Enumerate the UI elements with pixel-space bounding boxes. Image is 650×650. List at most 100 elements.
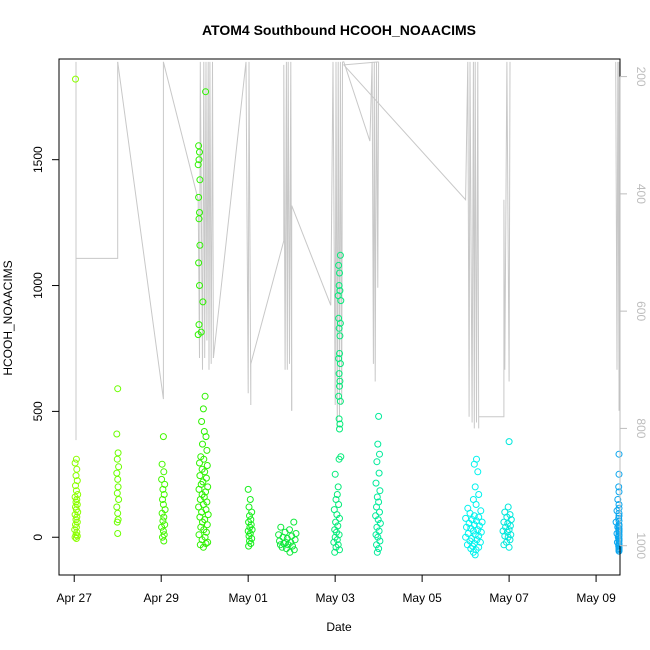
data-point: [335, 370, 343, 378]
data-point: [115, 463, 123, 471]
pressure-segment-4: [250, 61, 293, 411]
pressure-segment-6: [342, 61, 380, 382]
y-axis-label: HCOOH_NOAACIMS: [1, 260, 15, 375]
data-point: [462, 514, 470, 522]
x-tick-label: May 09: [576, 591, 616, 605]
data-point: [113, 489, 121, 497]
data-point: [477, 507, 485, 515]
data-point: [615, 512, 623, 520]
x-axis-label: Date: [326, 620, 352, 634]
x-tick-label: May 01: [228, 591, 268, 605]
data-point: [158, 523, 166, 531]
data-point: [471, 551, 479, 559]
data-point: [159, 533, 166, 541]
data-point: [335, 261, 343, 269]
data-point: [373, 523, 381, 531]
pressure-axis: 200 400 600 800 1000: [619, 67, 648, 559]
x-tick-label: May 07: [489, 591, 529, 605]
data-point: [71, 459, 79, 467]
pressure-segment-2: [162, 61, 214, 370]
pressure-profile: [75, 61, 620, 441]
data-point: [376, 487, 384, 495]
data-point: [114, 530, 122, 537]
series-8: [462, 455, 486, 559]
data-point: [505, 543, 513, 551]
series-9: [499, 438, 515, 551]
data-point: [195, 531, 203, 539]
series-1: [113, 385, 123, 537]
data-point: [290, 518, 298, 526]
data-point: [335, 282, 343, 289]
pressure-segment-0: [75, 61, 119, 441]
data-point: [277, 523, 285, 531]
x-axis: Apr 27 Apr 29 May 01 May 03 May 05 May 07 May …: [57, 574, 616, 605]
data-point: [336, 251, 344, 259]
data-point: [246, 496, 254, 503]
chart-title: ATOM4 Southbound HCOOH_NOAACIMS: [202, 22, 476, 38]
series-7: [372, 412, 384, 556]
data-point: [114, 475, 122, 483]
data-point: [615, 501, 623, 508]
data-point: [72, 535, 80, 542]
x-tick-label: May 05: [402, 591, 442, 605]
data-point: [615, 450, 623, 458]
data-point: [373, 548, 381, 556]
data-point: [336, 397, 344, 405]
data-point: [196, 282, 203, 289]
data-point: [373, 541, 380, 549]
data-point: [336, 350, 343, 357]
data-point: [335, 415, 343, 423]
data-point: [202, 433, 210, 441]
data-point: [286, 548, 294, 556]
pressure-segment-8: [615, 61, 620, 411]
data-point: [198, 508, 206, 516]
data-point: [463, 523, 470, 531]
data-point: [200, 455, 208, 463]
data-point: [160, 513, 168, 521]
data-point: [202, 528, 210, 536]
data-point: [159, 496, 166, 503]
data-point: [159, 517, 167, 525]
data-point: [504, 503, 512, 511]
data-point: [506, 522, 514, 530]
data-point: [159, 433, 167, 441]
data-point: [195, 503, 203, 511]
data-point: [196, 472, 204, 480]
data-point: [333, 491, 341, 498]
data-point: [196, 148, 203, 156]
series-6: [330, 251, 345, 556]
pressure-segment-1: [117, 61, 164, 400]
pressure-tick-label: 1000: [634, 532, 648, 559]
data-point: [160, 468, 168, 476]
data-point: [158, 460, 166, 468]
data-point: [282, 538, 290, 546]
data-point: [372, 479, 380, 487]
data-point: [196, 241, 204, 249]
data-point: [614, 496, 622, 503]
data-point: [331, 470, 339, 478]
data-point: [198, 418, 206, 425]
pressure-segment-7: [342, 61, 511, 429]
data-point: [331, 548, 339, 556]
data-point: [245, 542, 253, 550]
data-point: [195, 156, 203, 164]
data-point: [501, 532, 509, 540]
data-point: [474, 468, 482, 476]
data-point: [160, 537, 168, 545]
data-point: [72, 487, 80, 495]
data-point: [196, 459, 203, 467]
x-tick-label: Apr 27: [57, 591, 93, 605]
data-point: [373, 458, 381, 466]
series-5: [275, 518, 300, 556]
data-point: [615, 470, 623, 478]
pressure-segment-3: [212, 61, 252, 406]
data-point: [114, 385, 122, 393]
data-point: [336, 319, 344, 327]
data-point: [199, 440, 206, 448]
data-point: [615, 532, 623, 540]
data-point: [376, 508, 383, 516]
data-point: [159, 485, 167, 493]
data-point: [335, 501, 343, 508]
